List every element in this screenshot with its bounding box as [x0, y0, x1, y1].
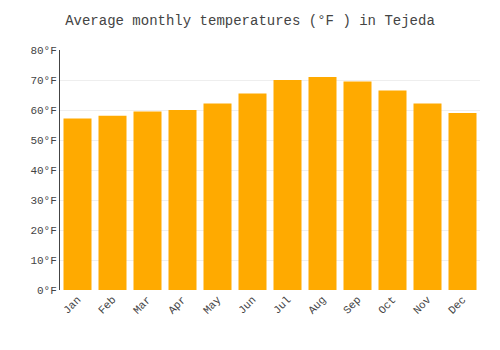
svg-text:20°F: 20°F: [30, 225, 56, 237]
svg-text:Oct: Oct: [376, 294, 398, 316]
svg-text:0°F: 0°F: [37, 285, 57, 297]
svg-text:10°F: 10°F: [30, 255, 56, 267]
svg-text:Nov: Nov: [411, 294, 434, 317]
svg-text:70°F: 70°F: [30, 75, 56, 87]
svg-text:Feb: Feb: [96, 294, 118, 316]
svg-text:Dec: Dec: [446, 294, 468, 316]
svg-text:Jan: Jan: [61, 294, 83, 316]
svg-text:May: May: [201, 294, 224, 317]
svg-text:30°F: 30°F: [30, 195, 56, 207]
svg-text:40°F: 40°F: [30, 165, 56, 177]
svg-text:50°F: 50°F: [30, 135, 56, 147]
svg-text:60°F: 60°F: [30, 105, 56, 117]
svg-text:Average monthly temperatures (: Average monthly temperatures (°F ) in Te…: [65, 13, 435, 29]
svg-text:Jun: Jun: [236, 294, 258, 316]
svg-text:Jul: Jul: [271, 294, 293, 316]
svg-text:Sep: Sep: [341, 294, 363, 316]
svg-text:Mar: Mar: [131, 294, 153, 316]
svg-text:80°F: 80°F: [30, 45, 56, 57]
svg-text:Apr: Apr: [166, 294, 188, 316]
svg-text:Aug: Aug: [306, 294, 328, 316]
